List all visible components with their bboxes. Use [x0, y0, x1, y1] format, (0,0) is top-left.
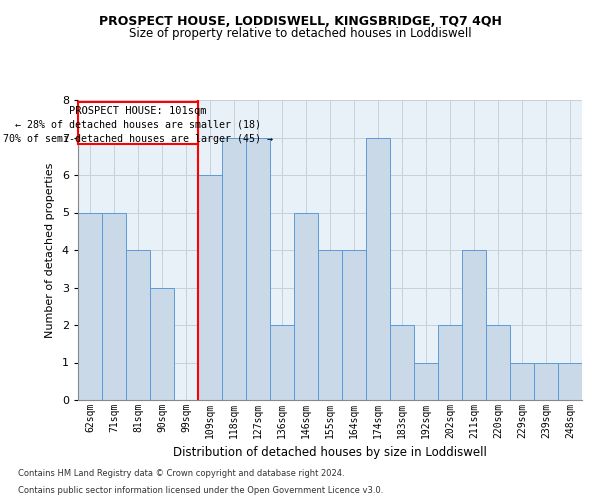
Bar	[198, 175, 222, 400]
Bar	[150, 288, 174, 400]
Bar	[510, 362, 534, 400]
Text: ← 28% of detached houses are smaller (18): ← 28% of detached houses are smaller (18…	[15, 120, 261, 130]
Bar	[78, 212, 102, 400]
X-axis label: Distribution of detached houses by size in Loddiswell: Distribution of detached houses by size …	[173, 446, 487, 460]
Text: PROSPECT HOUSE: 101sqm: PROSPECT HOUSE: 101sqm	[69, 106, 207, 116]
Bar	[102, 212, 126, 400]
Bar	[342, 250, 366, 400]
Text: 70% of semi-detached houses are larger (45) →: 70% of semi-detached houses are larger (…	[3, 134, 273, 144]
Bar	[486, 325, 510, 400]
Bar	[246, 138, 270, 400]
Bar	[222, 138, 246, 400]
Bar	[270, 325, 294, 400]
Bar	[534, 362, 558, 400]
Bar	[414, 362, 438, 400]
Text: Contains HM Land Registry data © Crown copyright and database right 2024.: Contains HM Land Registry data © Crown c…	[18, 468, 344, 477]
FancyBboxPatch shape	[78, 102, 198, 144]
Bar	[438, 325, 462, 400]
Y-axis label: Number of detached properties: Number of detached properties	[45, 162, 55, 338]
Text: Contains public sector information licensed under the Open Government Licence v3: Contains public sector information licen…	[18, 486, 383, 495]
Text: PROSPECT HOUSE, LODDISWELL, KINGSBRIDGE, TQ7 4QH: PROSPECT HOUSE, LODDISWELL, KINGSBRIDGE,…	[98, 15, 502, 28]
Text: Size of property relative to detached houses in Loddiswell: Size of property relative to detached ho…	[128, 28, 472, 40]
Bar	[126, 250, 150, 400]
Bar	[558, 362, 582, 400]
Bar	[390, 325, 414, 400]
Bar	[294, 212, 318, 400]
Bar	[318, 250, 342, 400]
Bar	[462, 250, 486, 400]
Bar	[366, 138, 390, 400]
